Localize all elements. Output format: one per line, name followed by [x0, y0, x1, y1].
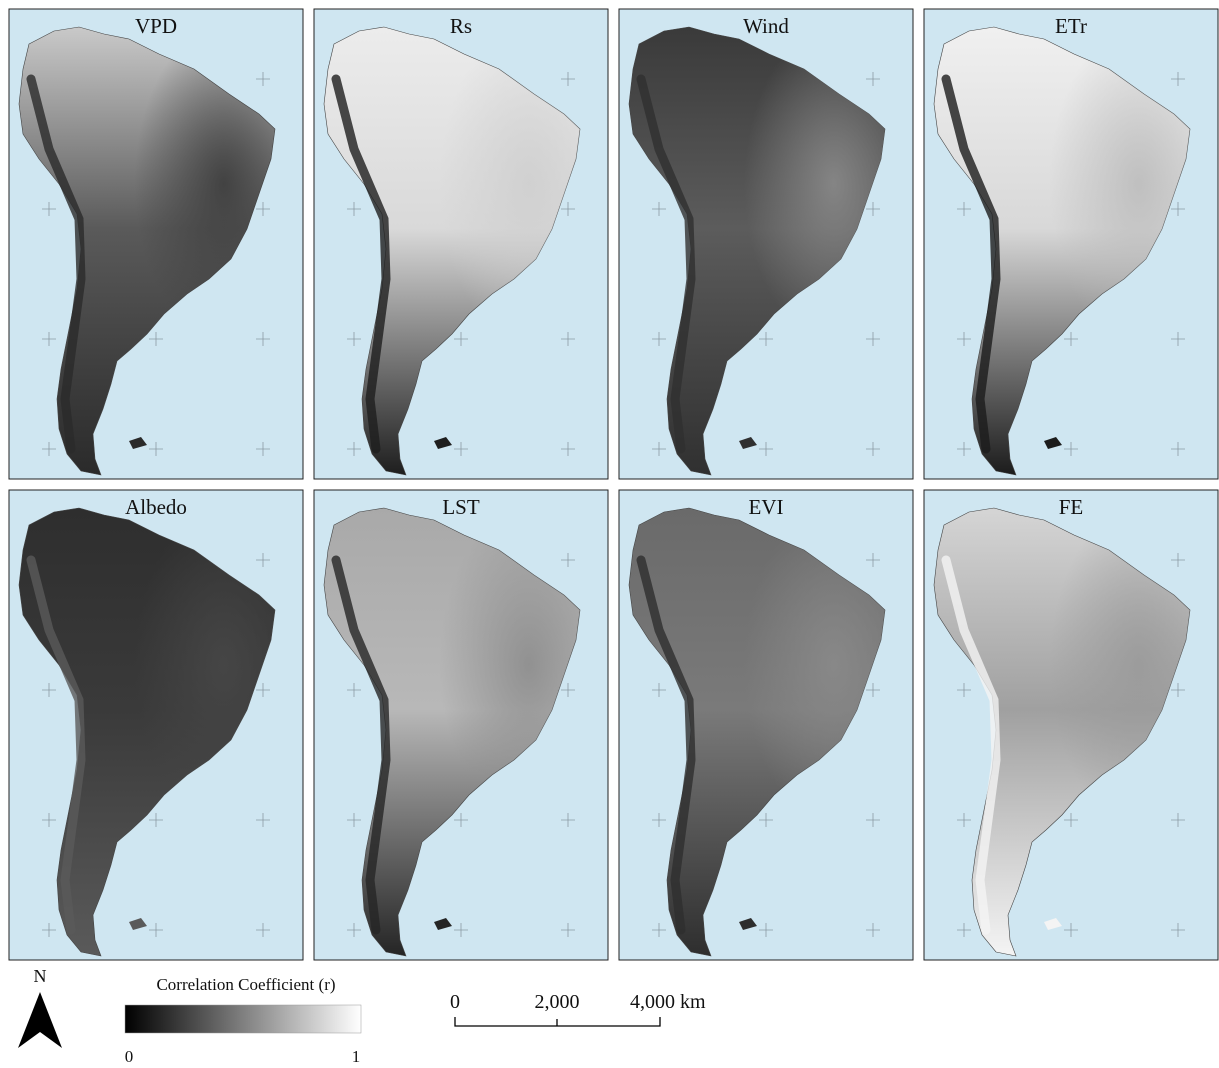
- map-panel: [619, 9, 913, 479]
- map-panel: [619, 490, 913, 960]
- map-panel: [9, 490, 303, 960]
- panel-title: LST: [442, 495, 480, 519]
- map-panel: [314, 490, 608, 960]
- legend-colorbar: [125, 1005, 361, 1033]
- map-panels: VPD Rs Wind ETr Albedo LST EVI FE: [9, 9, 1218, 960]
- map-panel: [314, 9, 608, 479]
- panel-title: Rs: [450, 14, 472, 38]
- panel-title: VPD: [135, 14, 177, 38]
- figure: VPD Rs Wind ETr Albedo LST EVI FE N Correlation…: [0, 0, 1219, 1068]
- map-panel: [924, 490, 1218, 960]
- panel-title: Albedo: [125, 495, 187, 519]
- panel-title: Wind: [743, 14, 789, 38]
- map-panel: [924, 9, 1218, 479]
- scale-bar: 0 2,000 4,000 km: [450, 991, 706, 1026]
- legend-min: 0: [125, 1047, 134, 1066]
- scale-line: [455, 1017, 660, 1026]
- scale-label: 4,000 km: [630, 991, 706, 1013]
- legend-title: Correlation Coefficient (r): [156, 975, 335, 994]
- map-panel: [9, 9, 303, 479]
- arrow-right: [40, 992, 62, 1048]
- north-label: N: [34, 966, 47, 986]
- panel-title: EVI: [749, 495, 784, 519]
- legend-max: 1: [352, 1047, 361, 1066]
- arrow-left: [18, 992, 40, 1048]
- panel-title: FE: [1059, 495, 1084, 519]
- north-arrow: N: [18, 966, 62, 1048]
- legend: Correlation Coefficient (r) 0 1: [125, 975, 361, 1066]
- panel-title: ETr: [1055, 14, 1087, 38]
- scale-label: 0: [450, 991, 460, 1013]
- scale-label: 2,000: [535, 991, 580, 1013]
